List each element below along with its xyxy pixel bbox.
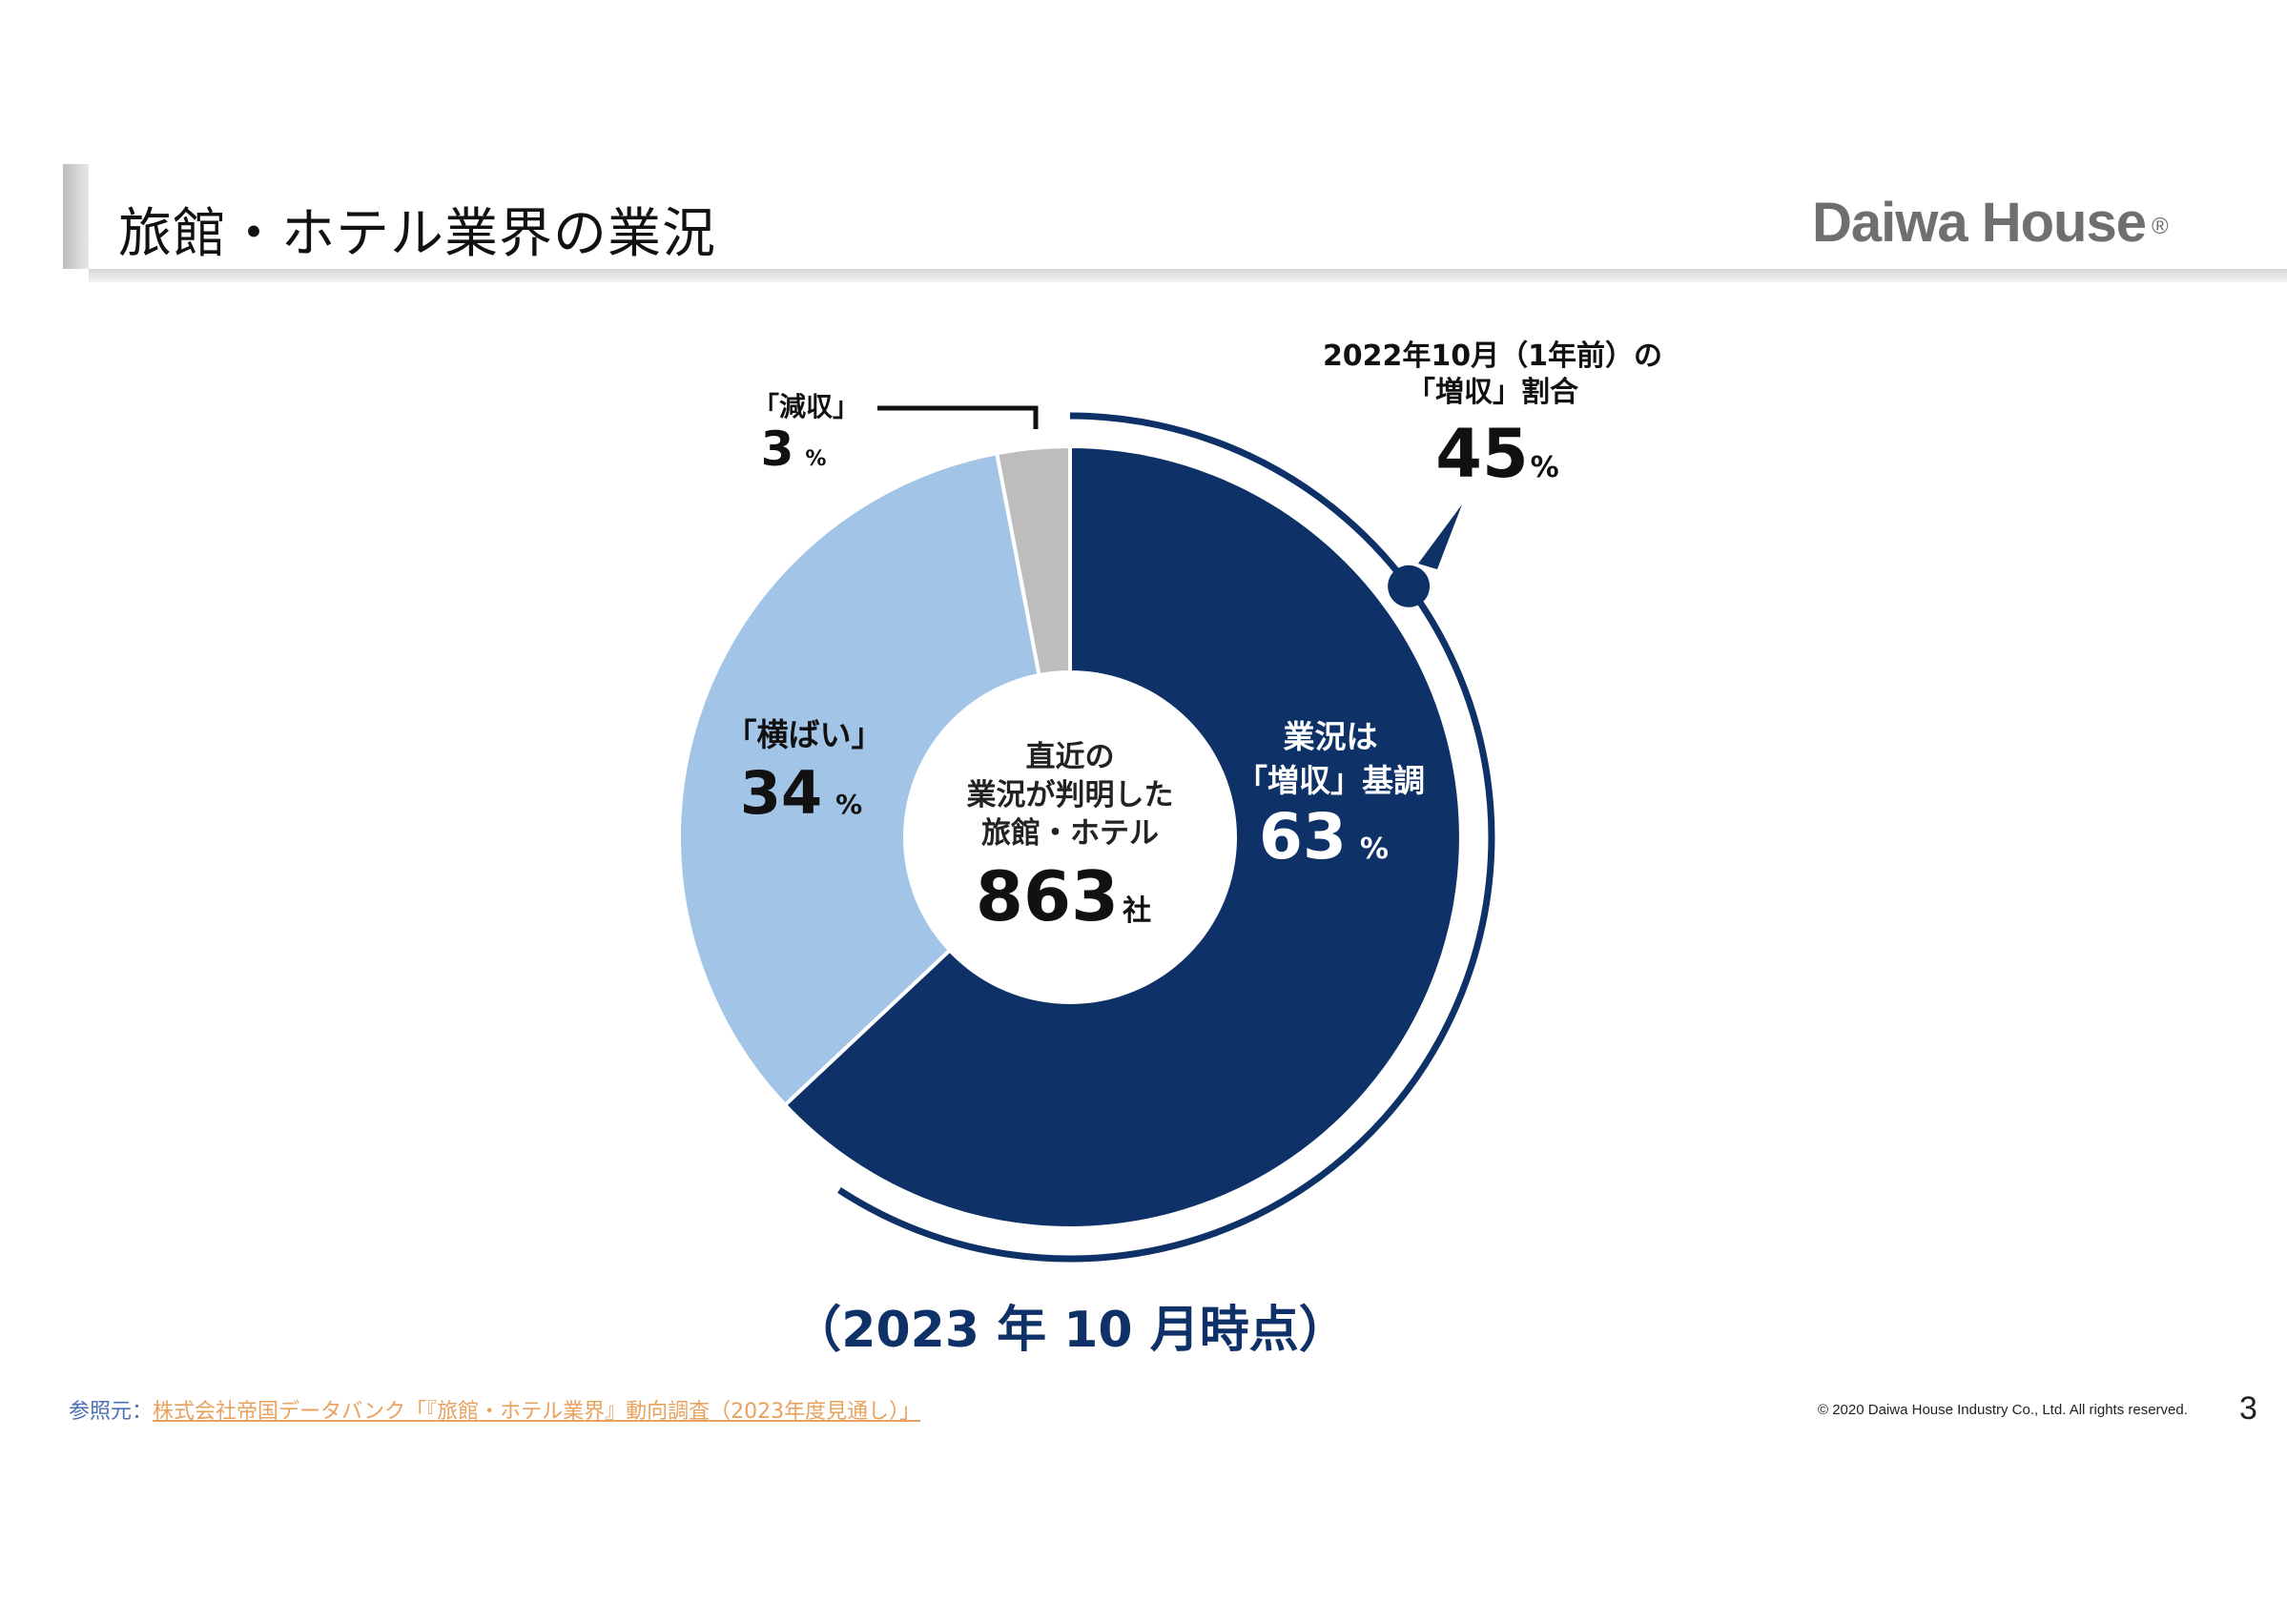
chart-caption: （2023 年 10 月時点） xyxy=(792,1302,1348,1359)
copyright-notice: © 2020 Daiwa House Industry Co., Ltd. Al… xyxy=(1818,1402,2188,1418)
comparison-arc xyxy=(837,412,1495,1263)
center-line2: 業況が判明した xyxy=(967,778,1174,812)
comparison-line2: 「増収」割合 xyxy=(1407,376,1578,409)
title-underline xyxy=(89,269,2287,282)
slice-value-decline-group: 3% xyxy=(761,421,827,477)
title-bar xyxy=(63,164,2287,269)
source-label: 参照元： xyxy=(69,1400,154,1424)
decline-leader-line xyxy=(877,405,1039,429)
slice-unit-decline: % xyxy=(805,447,826,471)
center-value: 863 xyxy=(976,856,1119,936)
slice-value-flat: 34 xyxy=(740,758,822,828)
page-title: 旅館・ホテル業界の業況 xyxy=(118,203,716,265)
source-citation: 参照元：株式会社帝国データバンク「『旅館・ホテル業界』動向調査（2023年度見通… xyxy=(69,1394,920,1425)
slice-label-decline-line1: 「減収」 xyxy=(752,391,859,422)
comparison-pointer xyxy=(1418,504,1462,569)
title-accent-bar xyxy=(63,164,89,269)
comparison-unit: % xyxy=(1531,451,1559,484)
center-line3: 旅館・ホテル xyxy=(981,816,1159,851)
comparison-marker xyxy=(1388,565,1431,607)
daiwa-house-logo: Daiwa House ® xyxy=(1812,191,2169,255)
registered-mark: ® xyxy=(2152,213,2169,239)
page-number: 3 xyxy=(2239,1390,2257,1427)
slice-value-flat-group: 34% xyxy=(740,758,862,828)
slice-unit-flat: % xyxy=(835,789,862,820)
comparison-line1: 2022年10月（1年前）の xyxy=(1323,339,1662,373)
center-value-group: 863 社 xyxy=(976,856,1151,936)
source-link[interactable]: 株式会社帝国データバンク「『旅館・ホテル業界』動向調査（2023年度見通し）」 xyxy=(153,1400,921,1424)
comparison-value: 45 xyxy=(1435,415,1528,493)
comparison-value-group: 45% xyxy=(1435,415,1558,493)
center-unit: 社 xyxy=(1123,894,1151,928)
slice-unit-increase: % xyxy=(1360,833,1389,866)
center-line1: 直近の xyxy=(1026,740,1115,774)
slice-flat xyxy=(677,450,1073,1108)
slice-label-flat-line1: 「横ばい」 xyxy=(726,716,883,753)
donut-hole xyxy=(903,670,1237,1004)
slice-value-increase: 63 xyxy=(1259,800,1347,874)
slice-value-increase-group: 63% xyxy=(1259,800,1389,874)
slice-value-decline: 3 xyxy=(761,421,794,477)
slice-label-increase-line2: 「増収」基調 xyxy=(1236,762,1425,799)
logo-text: Daiwa House xyxy=(1812,192,2147,254)
slice-label-increase-line1: 業況は xyxy=(1284,718,1378,755)
